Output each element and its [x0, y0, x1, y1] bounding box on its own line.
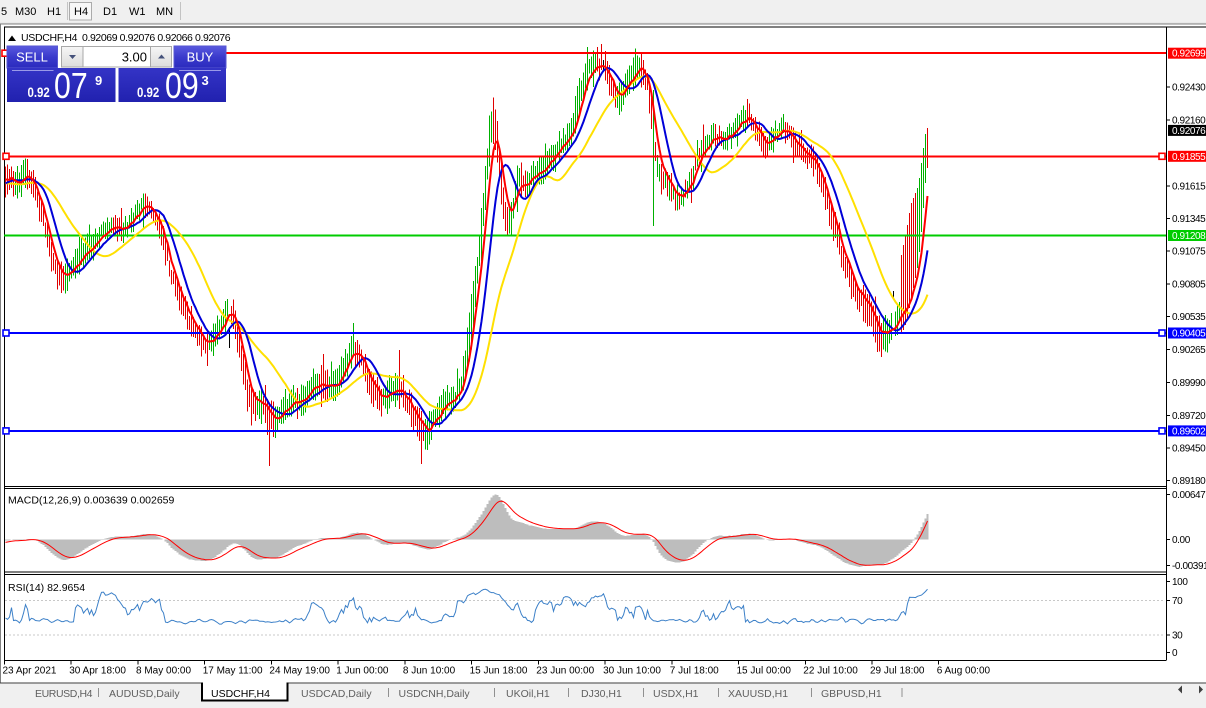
svg-text:0.91075: 0.91075 [1172, 247, 1206, 258]
svg-text:7 Jul 18:00: 7 Jul 18:00 [670, 666, 719, 677]
svg-text:0.89602: 0.89602 [1172, 426, 1206, 437]
svg-text:USDCHF,H4: USDCHF,H4 [211, 688, 270, 700]
svg-text:3.00: 3.00 [122, 50, 147, 65]
svg-text:BUY: BUY [187, 50, 214, 65]
svg-text:0.91855: 0.91855 [1172, 152, 1206, 163]
svg-text:100: 100 [1172, 577, 1188, 588]
svg-text:0.89720: 0.89720 [1172, 411, 1206, 422]
svg-text:8 May 00:00: 8 May 00:00 [136, 666, 191, 677]
svg-text:0.92: 0.92 [28, 85, 50, 100]
svg-text:0: 0 [1172, 648, 1178, 659]
svg-text:8 Jun 10:00: 8 Jun 10:00 [403, 666, 456, 677]
svg-text:30 Jun 10:00: 30 Jun 10:00 [603, 666, 661, 677]
svg-text:24 May 19:00: 24 May 19:00 [269, 666, 330, 677]
svg-text:3: 3 [202, 73, 209, 88]
svg-text:UKOil,H1: UKOil,H1 [506, 688, 550, 700]
svg-text:15 Jun 18:00: 15 Jun 18:00 [470, 666, 528, 677]
svg-text:0.91345: 0.91345 [1172, 214, 1206, 225]
svg-text:0.92430: 0.92430 [1172, 83, 1206, 94]
svg-text:0.89180: 0.89180 [1172, 476, 1206, 487]
svg-text:0.90535: 0.90535 [1172, 312, 1206, 323]
svg-text:0.92: 0.92 [137, 85, 159, 100]
svg-text:0.90805: 0.90805 [1172, 279, 1206, 290]
svg-text:0.92069 0.92076 0.92066 0.9207: 0.92069 0.92076 0.92066 0.92076 [82, 32, 231, 44]
svg-text:W1: W1 [129, 6, 146, 18]
svg-text:-0.00391: -0.00391 [1172, 561, 1206, 572]
svg-text:5: 5 [1, 6, 7, 18]
svg-text:USDCHF,H4: USDCHF,H4 [21, 32, 78, 44]
svg-text:M30: M30 [15, 6, 36, 18]
svg-text:17 May 11:00: 17 May 11:00 [203, 666, 263, 677]
svg-text:D1: D1 [103, 6, 117, 18]
svg-text:9: 9 [95, 73, 102, 88]
svg-text:SELL: SELL [16, 50, 48, 65]
svg-text:1 Jun 00:00: 1 Jun 00:00 [336, 666, 389, 677]
svg-text:0.89450: 0.89450 [1172, 444, 1206, 455]
svg-text:30 Apr 18:00: 30 Apr 18:00 [69, 666, 126, 677]
svg-text:70: 70 [1172, 596, 1183, 607]
svg-text:H1: H1 [47, 6, 61, 18]
svg-text:GBPUSD,H1: GBPUSD,H1 [821, 688, 882, 700]
svg-text:USDX,H1: USDX,H1 [653, 688, 699, 700]
svg-text:07: 07 [54, 67, 88, 107]
svg-text:0.00: 0.00 [1172, 535, 1191, 546]
svg-text:6 Aug 00:00: 6 Aug 00:00 [937, 666, 991, 677]
svg-text:USDCAD,Daily: USDCAD,Daily [301, 688, 372, 700]
svg-text:0.92076: 0.92076 [1172, 126, 1206, 137]
svg-text:0.89990: 0.89990 [1172, 378, 1206, 389]
svg-text:0.00647: 0.00647 [1172, 490, 1206, 501]
svg-text:15 Jul 00:00: 15 Jul 00:00 [737, 666, 792, 677]
svg-text:H4: H4 [74, 6, 88, 18]
svg-text:0.92160: 0.92160 [1172, 115, 1206, 126]
svg-text:MN: MN [156, 6, 173, 18]
svg-text:29 Jul 18:00: 29 Jul 18:00 [870, 666, 925, 677]
svg-text:XAUUSD,H1: XAUUSD,H1 [728, 688, 788, 700]
svg-text:23 Apr 2021: 23 Apr 2021 [3, 666, 57, 677]
svg-text:0.92699: 0.92699 [1172, 49, 1206, 60]
svg-text:0.91615: 0.91615 [1172, 181, 1206, 192]
svg-text:23 Jun 00:00: 23 Jun 00:00 [536, 666, 594, 677]
svg-text:MACD(12,26,9) 0.003639 0.00265: MACD(12,26,9) 0.003639 0.002659 [8, 495, 175, 507]
svg-text:30: 30 [1172, 630, 1183, 641]
svg-text:AUDUSD,Daily: AUDUSD,Daily [109, 688, 180, 700]
svg-text:0.91208: 0.91208 [1172, 231, 1206, 242]
svg-text:DJ30,H1: DJ30,H1 [581, 688, 622, 700]
svg-text:RSI(14) 82.9654: RSI(14) 82.9654 [8, 582, 85, 594]
svg-text:0.90405: 0.90405 [1172, 329, 1206, 340]
svg-text:22 Jul 10:00: 22 Jul 10:00 [803, 666, 858, 677]
svg-text:09: 09 [165, 67, 199, 107]
svg-text:0.90265: 0.90265 [1172, 345, 1206, 356]
svg-text:USDCNH,Daily: USDCNH,Daily [399, 688, 471, 700]
svg-text:EURUSD,H4: EURUSD,H4 [35, 688, 93, 700]
